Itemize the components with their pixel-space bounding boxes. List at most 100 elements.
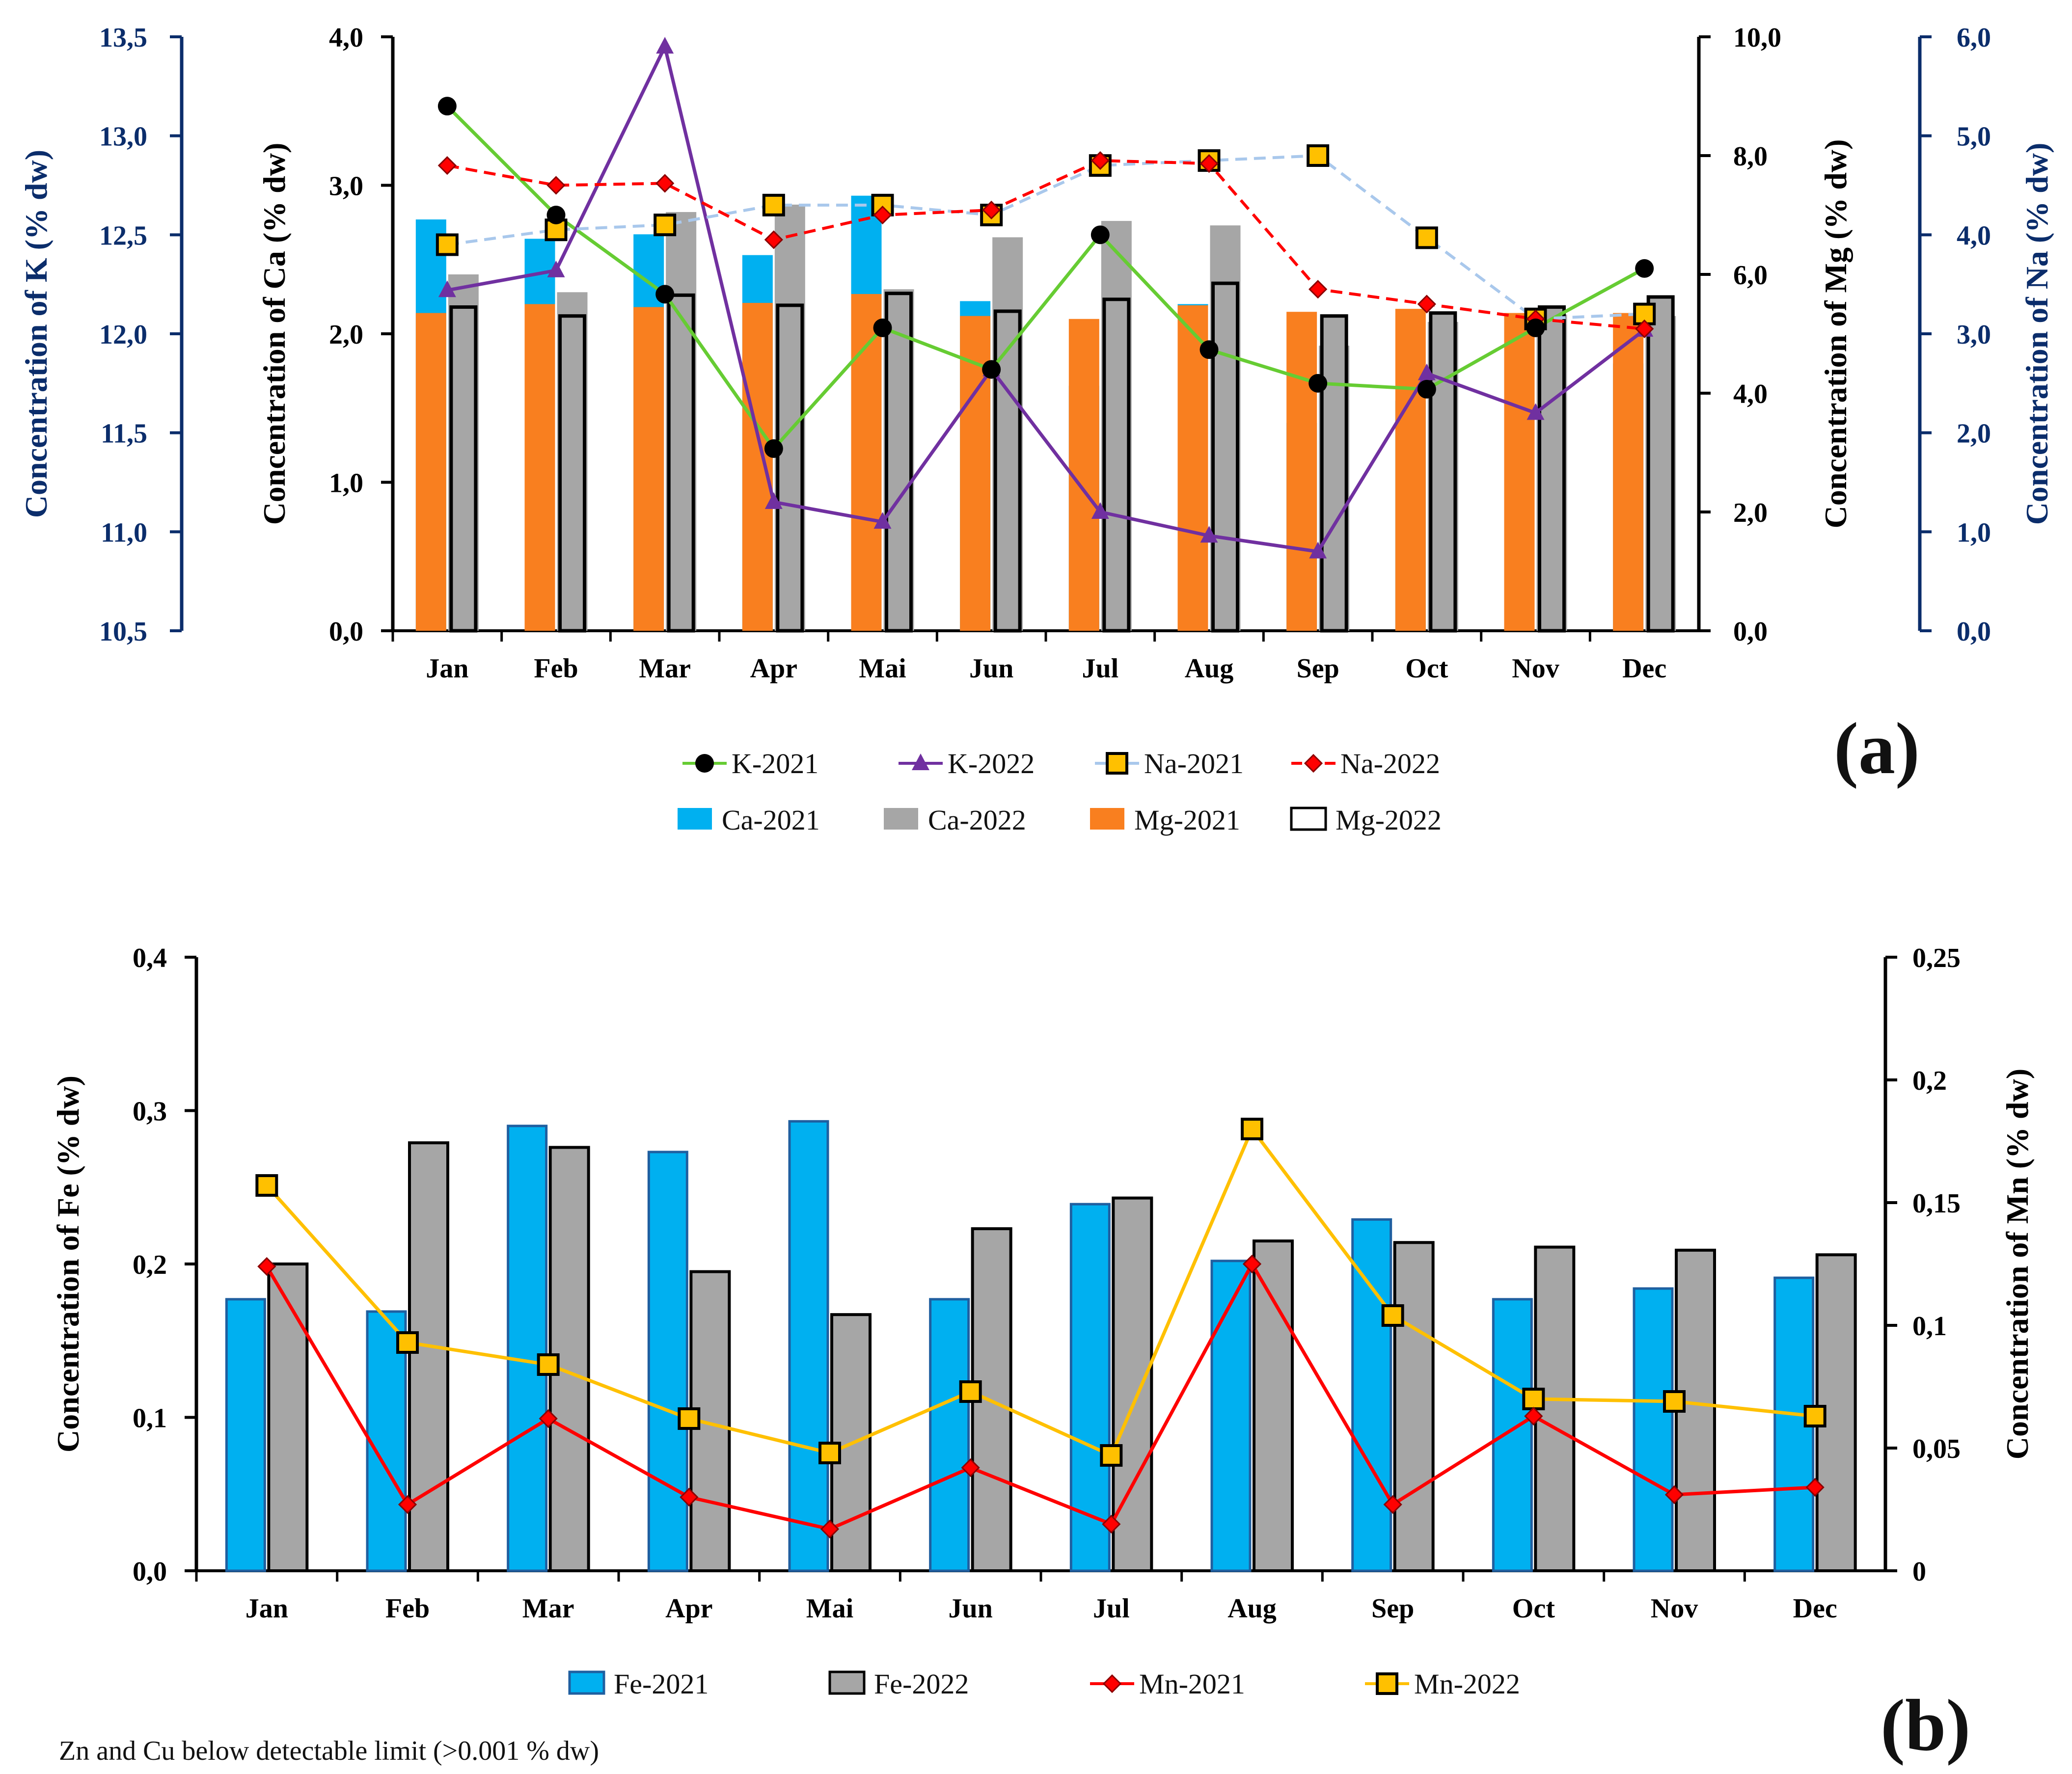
panel-a-x-tick-label: Apr (750, 653, 797, 684)
k-axis-tick-label: 10,5 (99, 617, 147, 647)
panel-b-x-tick-label: Sep (1371, 1593, 1414, 1624)
point-na-2022 (873, 205, 892, 225)
point-k-2022 (1527, 403, 1545, 420)
point-mn-2021 (1242, 1254, 1262, 1274)
point-k-2022 (547, 260, 565, 277)
bar-mg-2022 (776, 303, 804, 633)
line-mn-2022 (265, 1126, 1816, 1458)
point-na-2022 (437, 156, 457, 175)
bar-mg-2021 (524, 304, 555, 631)
line-k-2022 (447, 41, 1646, 554)
point-mn-2021 (1383, 1495, 1402, 1514)
legend-k-2021-marker (695, 754, 714, 773)
line-na-2021 (447, 154, 1645, 321)
point-mn-2021 (1805, 1478, 1825, 1497)
point-k-2021 (437, 97, 457, 116)
line-k-2021 (446, 105, 1645, 452)
mg-axis-tick-label: 4,0 (1733, 379, 1768, 409)
legend-na-2022-marker (1304, 753, 1323, 773)
point-mn-2022 (1522, 1388, 1545, 1410)
fe-axis-tick-label: 0,2 (133, 1250, 167, 1280)
point-k-2021 (1417, 379, 1436, 399)
panel-b-x-tick-label: Jul (1093, 1593, 1130, 1624)
legend-mg-2021-swatch (1090, 808, 1124, 830)
point-na-2022 (655, 174, 675, 193)
point-mn-2021 (539, 1409, 558, 1428)
point-mn-2022 (537, 1353, 560, 1376)
k-axis-title: Concentration of K (% dw) (19, 150, 54, 518)
point-k-2022 (1200, 526, 1218, 543)
panel-b-x-tick-label: Nov (1651, 1593, 1698, 1624)
bar-mg-2022 (1538, 305, 1566, 633)
panel-a-x-tick-label: Jan (426, 653, 468, 684)
mg-axis-tick-label: 0,0 (1733, 617, 1768, 647)
bar-fe-2022 (1253, 1239, 1294, 1572)
mg-axis-title: Concentration of Mg (% dw) (1818, 139, 1853, 529)
panel-a-x-tick-label: Dec (1622, 653, 1666, 684)
bar-mg-2021 (851, 294, 882, 631)
point-na-2022 (982, 200, 1001, 220)
na-axis-tick-label: 5,0 (1957, 122, 1991, 152)
bar-fe-2021 (1492, 1298, 1533, 1572)
legend-fe-2022: Fe-2022 (828, 1668, 969, 1700)
point-mn-2021 (680, 1487, 699, 1507)
panel-a-x-tick-label: Jun (969, 653, 1013, 684)
bar-mg-2021 (1286, 312, 1317, 631)
point-na-2022 (1200, 154, 1219, 173)
point-k-2021 (1309, 374, 1328, 393)
mg-axis-tick-label: 6,0 (1733, 260, 1768, 291)
bar-fe-2021 (507, 1125, 548, 1572)
mn-axis-tick-label: 0 (1912, 1557, 1926, 1587)
point-na-2022 (764, 230, 783, 249)
point-k-2022 (873, 512, 892, 529)
panel-b-x-tick-label: Mar (522, 1593, 574, 1624)
fe-axis-tick-label: 0,1 (133, 1403, 167, 1434)
legend-k-2022-marker (912, 753, 929, 770)
bar-mg-2021 (1613, 313, 1644, 631)
legend-mg-2021-text: Mg-2021 (1134, 804, 1240, 836)
bar-mg-2022 (993, 309, 1022, 633)
point-k-2021 (1091, 225, 1110, 244)
ca-axis-tick-label: 4,0 (329, 23, 363, 53)
point-k-2021 (655, 285, 675, 304)
legend-ca-2022: Ca-2022 (884, 804, 1026, 836)
point-mn-2021 (961, 1458, 980, 1478)
bar-mg-2022 (1102, 297, 1131, 633)
bar-mg-2021 (1504, 313, 1535, 631)
mn-axis-title: Concentration of Mn (% dw) (2000, 1069, 2035, 1459)
legend-mg-2022: Mg-2022 (1290, 804, 1442, 836)
bar-mg-2021 (415, 313, 446, 631)
legend-mg-2022-text: Mg-2022 (1336, 804, 1442, 836)
legend-na-2021-marker (1106, 752, 1128, 775)
point-k-2021 (1200, 340, 1219, 359)
legend-fe-2021: Fe-2021 (568, 1668, 709, 1700)
point-k-2022 (764, 492, 783, 509)
bar-fe-2022 (689, 1270, 731, 1572)
k-axis-tick-label: 13,5 (99, 23, 147, 53)
point-mn-2022 (1381, 1304, 1404, 1327)
legend-mg-2021: Mg-2021 (1090, 804, 1240, 836)
legend-na-2022: Na-2022 (1291, 748, 1440, 779)
k-axis-tick-label: 12,5 (99, 220, 147, 251)
legend-k-2021: K-2021 (682, 748, 818, 779)
bar-mg-2022 (449, 305, 478, 633)
point-na-2022 (1417, 295, 1436, 314)
na-axis-tick-label: 1,0 (1957, 517, 1991, 548)
point-mn-2021 (820, 1519, 840, 1539)
point-mn-2022 (396, 1331, 419, 1354)
ca-axis-tick-label: 1,0 (329, 468, 363, 499)
legend-ca-2022-text: Ca-2022 (928, 804, 1026, 836)
bar-mg-2021 (633, 307, 664, 631)
na-axis-tick-label: 3,0 (1957, 320, 1991, 350)
panel-b-x-tick-label: Aug (1227, 1593, 1277, 1624)
na-axis-tick-label: 4,0 (1957, 220, 1991, 251)
legend-ca-2022-swatch (884, 808, 918, 830)
bar-fe-2022 (267, 1263, 309, 1572)
na-axis-tick-label: 6,0 (1957, 23, 1991, 53)
panel-a-x-tick-label: Jul (1082, 653, 1118, 684)
panel-b-x-tick-label: Dec (1793, 1593, 1837, 1624)
bar-fe-2021 (1633, 1287, 1674, 1572)
point-na-2022 (1309, 280, 1328, 299)
point-mn-2022 (1100, 1444, 1123, 1467)
